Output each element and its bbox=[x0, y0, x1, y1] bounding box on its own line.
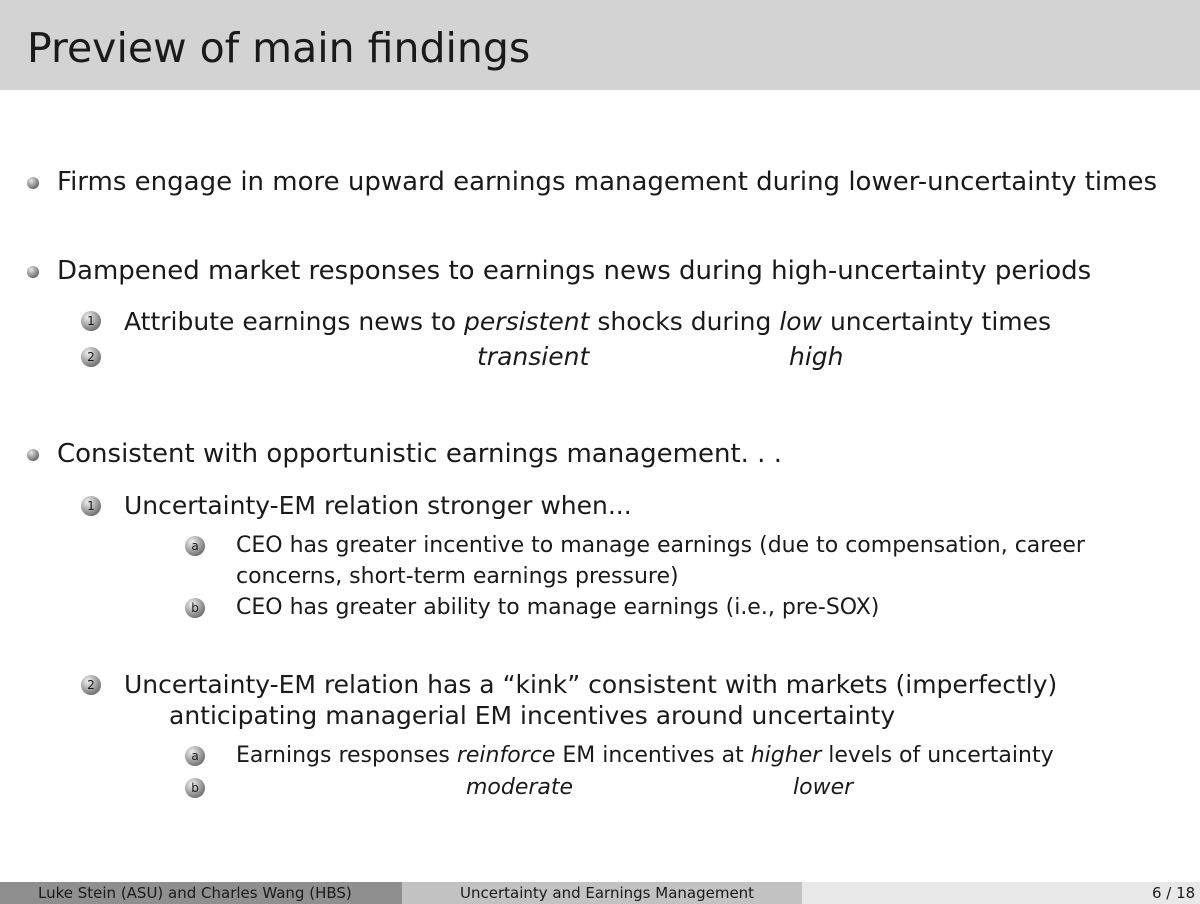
emphasis-low: low bbox=[779, 307, 823, 336]
emphasis-higher: higher bbox=[750, 743, 822, 768]
bullet-2-item-1: Attribute earnings news to persistent sh… bbox=[124, 307, 1051, 336]
letter-b-icon: b bbox=[185, 778, 205, 798]
item-text-mid: shocks during bbox=[589, 307, 780, 336]
footer-page-panel: 6 / 18 bbox=[802, 882, 1200, 904]
letter-b-icon: b bbox=[185, 598, 205, 618]
sub-item-a-line-2: concerns, short-term earnings pressure) bbox=[236, 564, 679, 589]
bullet-3-text: Consistent with opportunistic earnings m… bbox=[57, 439, 782, 469]
bullet-icon bbox=[27, 449, 39, 461]
letter-a-icon: a bbox=[185, 536, 205, 556]
item-text-post: levels of uncertainty bbox=[821, 743, 1054, 768]
sub-item-a: Earnings responses reinforce EM incentiv… bbox=[236, 743, 1054, 768]
slide-title: Preview of main findings bbox=[27, 24, 531, 72]
bullet-3-item-1: Uncertainty-EM relation stronger when... bbox=[124, 491, 632, 520]
footer-title-panel: Uncertainty and Earnings Management bbox=[402, 882, 802, 904]
number-1-icon: 1 bbox=[81, 496, 101, 516]
emphasis-transient: transient bbox=[477, 342, 590, 371]
emphasis-persistent: persistent bbox=[464, 307, 590, 336]
bullet-1-text: Firms engage in more upward earnings man… bbox=[57, 167, 1158, 197]
letter-a-icon: a bbox=[185, 746, 205, 766]
emphasis-lower: lower bbox=[793, 775, 854, 800]
bullet-3-item-2-line-1: Uncertainty-EM relation has a “kink” con… bbox=[124, 670, 1058, 699]
bullet-2-item-2: transient high bbox=[0, 342, 1200, 374]
item-text-pre: Earnings responses bbox=[236, 743, 457, 768]
emphasis-high: high bbox=[789, 342, 844, 371]
sub-item-a-line-1: CEO has greater incentive to manage earn… bbox=[236, 533, 1085, 558]
footer-authors: Luke Stein (ASU) and Charles Wang (HBS) bbox=[38, 884, 352, 902]
bullet-icon bbox=[27, 177, 39, 189]
footer-authors-panel: Luke Stein (ASU) and Charles Wang (HBS) bbox=[0, 882, 402, 904]
bullet-icon bbox=[27, 266, 39, 278]
title-bar: Preview of main findings bbox=[0, 0, 1200, 90]
number-2-icon: 2 bbox=[81, 675, 101, 695]
footer-title: Uncertainty and Earnings Management bbox=[460, 884, 755, 902]
item-text-mid: EM incentives at bbox=[555, 743, 751, 768]
emphasis-reinforce: reinforce bbox=[456, 743, 556, 768]
item-text-pre: Attribute earnings news to bbox=[124, 307, 465, 336]
item-text-post: uncertainty times bbox=[822, 307, 1052, 336]
page-number: 6 / 18 bbox=[1152, 884, 1196, 902]
bullet-2-text: Dampened market responses to earnings ne… bbox=[57, 256, 1092, 286]
footer: Luke Stein (ASU) and Charles Wang (HBS) … bbox=[0, 882, 1200, 904]
emphasis-moderate: moderate bbox=[466, 775, 574, 800]
sub-item-b: CEO has greater ability to manage earnin… bbox=[236, 595, 880, 620]
number-2-icon: 2 bbox=[81, 347, 101, 367]
sub-item-b: moderate lower bbox=[0, 775, 1200, 803]
number-1-icon: 1 bbox=[81, 311, 101, 331]
bullet-3-item-2-line-2: anticipating managerial EM incentives ar… bbox=[169, 701, 896, 730]
